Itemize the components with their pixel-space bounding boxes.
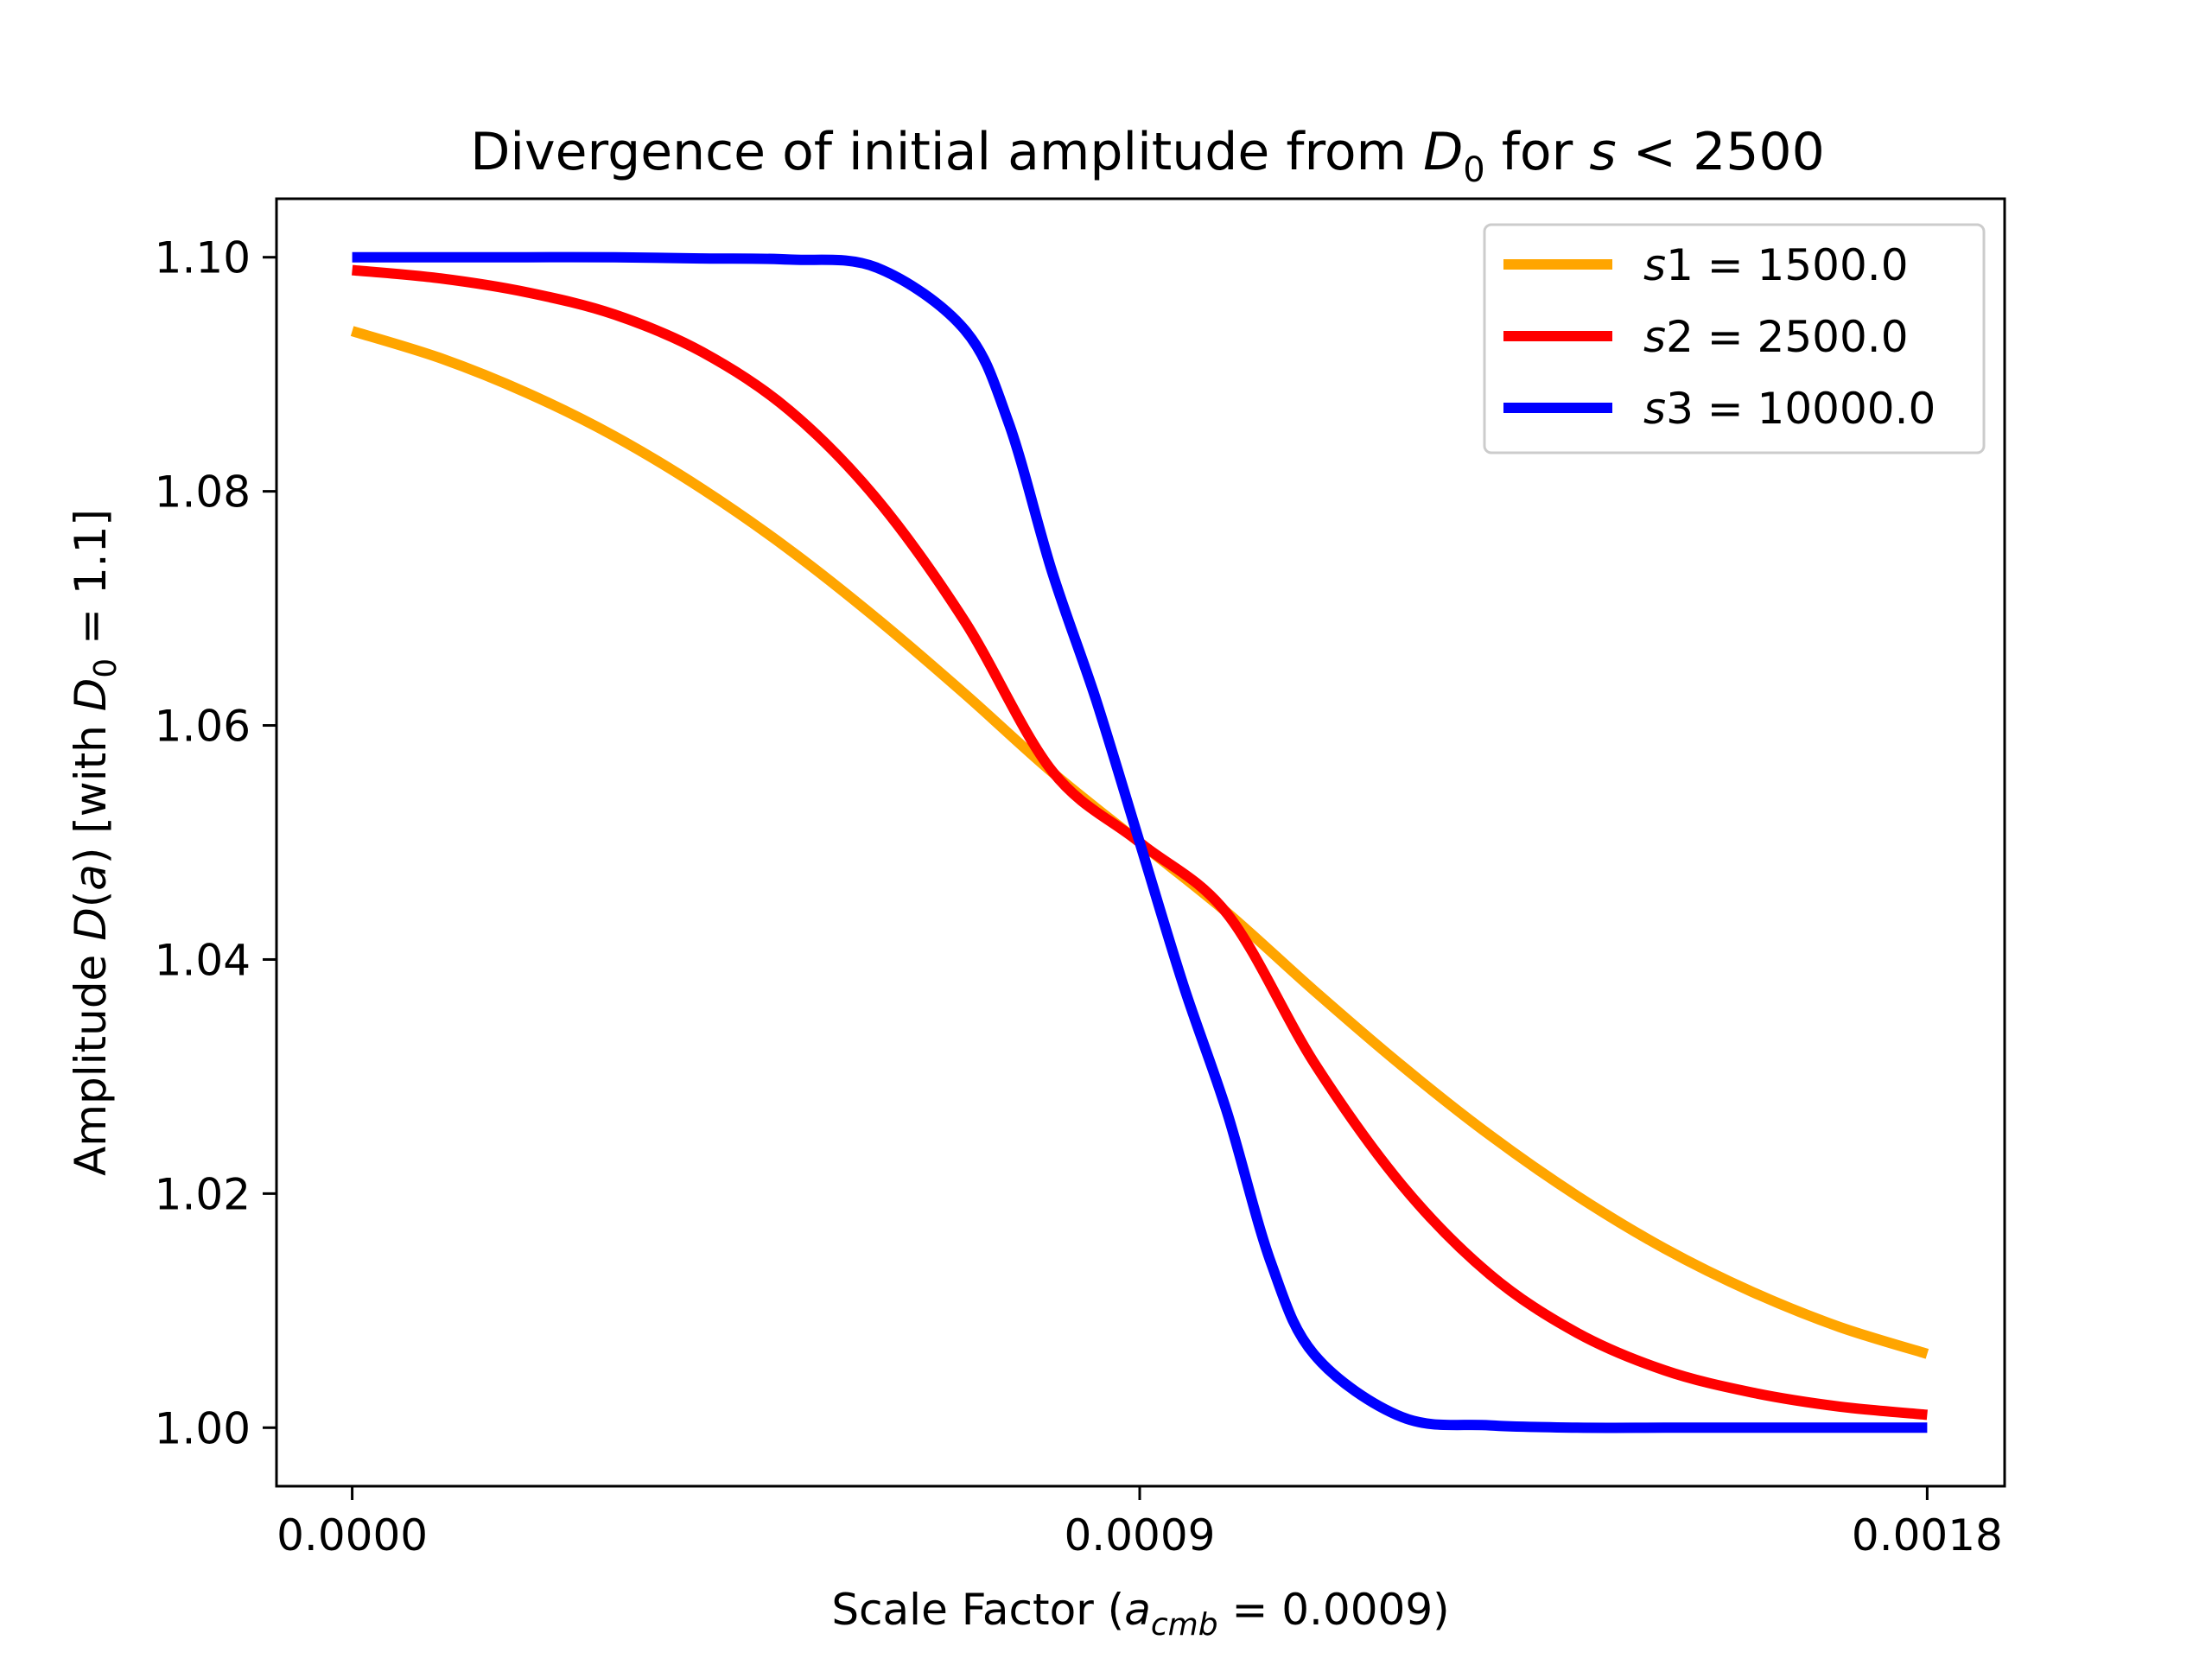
xlabel-part: = 0.0009) [1218,1585,1450,1635]
ylabel-part: ) [with [66,711,116,864]
series-line-3 [352,251,1928,1433]
title-part: D [1423,122,1463,182]
ylabel-part: = 1.1] [66,509,116,658]
ylabel-part: a [66,864,116,891]
y-axis-label: Amplitude D(a) [with D0 = 1.1] [66,509,124,1176]
ylabel-part: ( [66,891,116,908]
title-part: for [1485,122,1590,182]
y-tick-label: 1.00 [155,1403,251,1453]
series-layer [350,251,1929,1433]
chart-title: Divergence of initial amplitude from D0 … [470,122,1825,190]
x-axis-label: Scale Factor (acmb = 0.0009) [831,1585,1449,1643]
ylabel-part: D [66,678,116,712]
legend-label-1: s1 = 1500.0 [1643,240,1909,290]
y-tick-label: 1.06 [155,702,251,752]
title-part: Divergence of initial amplitude from [470,122,1423,182]
legend: s1 = 1500.0 s2 = 2500.0 s3 = 10000.0 [1483,223,1986,454]
ylabel-part: D [66,907,116,941]
ylabel-part: Amplitude [66,941,116,1176]
xlabel-part: cmb [1151,1607,1218,1643]
title-part: s [1589,122,1616,182]
xlabel-part: Scale Factor ( [831,1585,1124,1635]
x-tick-label: 0.0009 [1065,1510,1216,1560]
x-tick-label: 0.0000 [276,1510,428,1560]
y-tick-label: 1.04 [155,935,251,985]
y-tick-label: 1.08 [155,467,251,518]
xlabel-part: a [1124,1585,1151,1635]
legend-label-2: s2 = 2500.0 [1643,312,1909,362]
ylabel-part: 0 [88,658,124,678]
x-axis: 0.0000 0.0009 0.0018 [276,1486,2003,1560]
title-part: < 2500 [1617,122,1825,182]
y-tick-label: 1.02 [155,1169,251,1219]
legend-box [1483,223,1986,454]
legend-entries: s1 = 1500.0 s2 = 2500.0 s3 = 10000.0 [1503,240,1936,434]
y-axis: 1.00 1.02 1.04 1.06 1.08 1.10 [155,233,276,1453]
x-tick-label: 0.0018 [1852,1510,2003,1560]
title-part: 0 [1463,150,1484,190]
y-tick-label: 1.10 [155,233,251,283]
legend-label-3: s3 = 10000.0 [1643,384,1936,434]
